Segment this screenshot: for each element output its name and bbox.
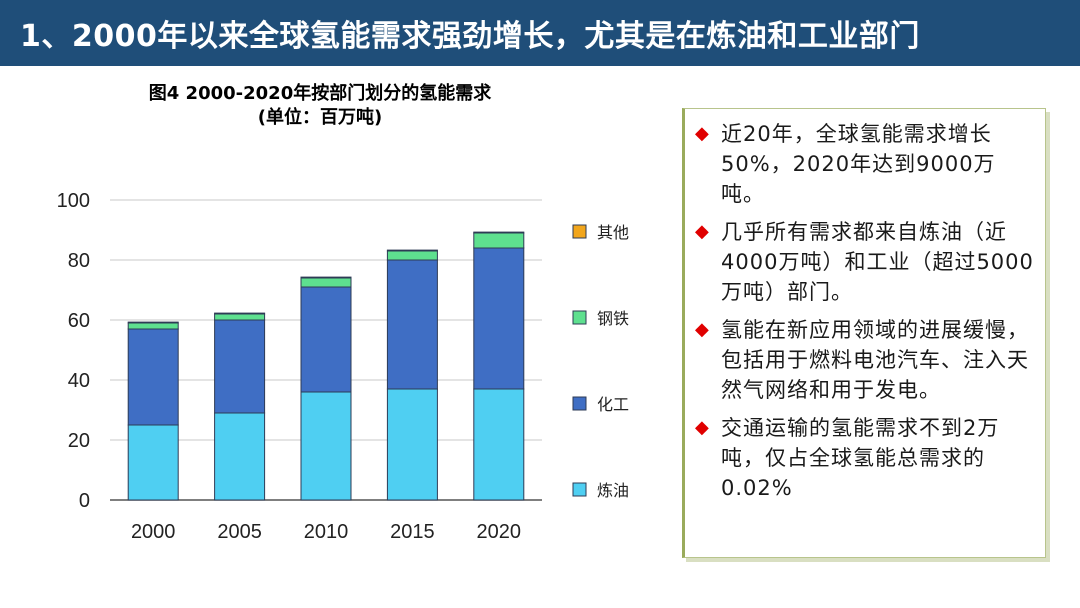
x-tick-label: 2020 <box>477 521 522 543</box>
bar-segment <box>300 391 352 501</box>
bar-segment <box>473 232 525 249</box>
bar-segment <box>127 321 179 324</box>
bar-segment <box>127 328 179 426</box>
bar-segment <box>386 259 438 390</box>
diamond-bullet-icon: ◆ <box>695 319 709 340</box>
bar-segment <box>473 247 525 390</box>
diamond-bullet-icon: ◆ <box>695 221 709 242</box>
bar-segment <box>386 250 438 261</box>
bar-segment <box>214 312 266 315</box>
legend-swatch <box>572 224 587 239</box>
bar-segment <box>214 412 266 501</box>
legend-swatch <box>572 396 587 411</box>
y-tick-label: 0 <box>79 490 90 512</box>
bullet-text: 近20年，全球氢能需求增长50%，2020年达到9000万吨。 <box>721 122 996 206</box>
bar-segment <box>473 388 525 501</box>
bullet-item: ◆ 氢能在新应用领域的进展缓慢，包括用于燃料电池汽车、注入天然气网络和用于发电。 <box>695 315 1039 405</box>
x-tick-label: 2015 <box>390 521 435 543</box>
bar-segment <box>214 313 266 321</box>
legend-label: 化工 <box>597 395 629 414</box>
bullet-text: 氢能在新应用领域的进展缓慢，包括用于燃料电池汽车、注入天然气网络和用于发电。 <box>721 318 1029 402</box>
bar-segment <box>300 277 352 288</box>
summary-panel: ◆ 近20年，全球氢能需求增长50%，2020年达到9000万吨。 ◆ 几乎所有… <box>682 108 1046 558</box>
legend-swatch <box>572 482 587 497</box>
bar-segment <box>127 424 179 501</box>
legend-swatch <box>572 310 587 325</box>
legend-label: 炼油 <box>597 481 629 500</box>
x-tick-label: 2000 <box>131 521 176 543</box>
diamond-bullet-icon: ◆ <box>695 123 709 144</box>
bullet-text: 几乎所有需求都来自炼油（近4000万吨）和工业（超过5000万吨）部门。 <box>721 220 1034 304</box>
bullet-item: ◆ 近20年，全球氢能需求增长50%，2020年达到9000万吨。 <box>695 119 1039 209</box>
chart-subtitle: (单位：百万吨) <box>257 107 383 128</box>
bullet-text: 交通运输的氢能需求不到2万吨，仅占全球氢能总需求的0.02% <box>721 416 1000 500</box>
bar-segment <box>300 286 352 393</box>
slide-title: 1、2000年以来全球氢能需求强劲增长，尤其是在炼油和工业部门 <box>20 19 920 54</box>
bullet-item: ◆ 几乎所有需求都来自炼油（近4000万吨）和工业（超过5000万吨）部门。 <box>695 217 1039 307</box>
bar-segment <box>386 388 438 501</box>
chart-title-block: 图4 2000-2020年按部门划分的氢能需求 (单位：百万吨) <box>60 82 580 130</box>
y-tick-label: 80 <box>68 250 90 272</box>
bar-segment <box>386 249 438 252</box>
bullet-item: ◆ 交通运输的氢能需求不到2万吨，仅占全球氢能总需求的0.02% <box>695 413 1039 503</box>
bar-segment <box>300 276 352 279</box>
x-tick-label: 2005 <box>217 521 262 543</box>
y-tick-label: 100 <box>57 190 90 212</box>
y-tick-label: 60 <box>68 310 90 332</box>
legend-label: 其他 <box>597 223 629 242</box>
diamond-bullet-icon: ◆ <box>695 417 709 438</box>
y-tick-label: 20 <box>68 430 90 452</box>
bar-segment <box>214 319 266 414</box>
x-tick-label: 2010 <box>304 521 349 543</box>
y-tick-label: 40 <box>68 370 90 392</box>
bar-segment <box>127 322 179 330</box>
legend-label: 钢铁 <box>597 309 629 328</box>
chart-title: 图4 2000-2020年按部门划分的氢能需求 <box>148 83 492 104</box>
bar-segment <box>473 231 525 234</box>
slide-header: 1、2000年以来全球氢能需求强劲增长，尤其是在炼油和工业部门 <box>0 0 1080 66</box>
